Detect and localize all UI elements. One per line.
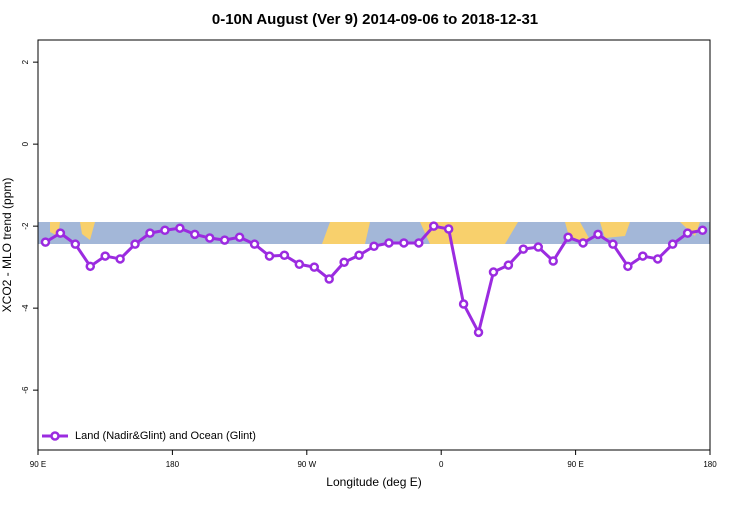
- point: [309, 262, 320, 272]
- point: [339, 257, 349, 267]
- y-tick-label: -6: [21, 386, 30, 394]
- point: [473, 327, 484, 338]
- point: [578, 238, 588, 248]
- point: [623, 261, 633, 272]
- point: [414, 238, 424, 248]
- point: [548, 256, 558, 266]
- point: [697, 225, 708, 235]
- point: [638, 251, 648, 261]
- point: [190, 229, 200, 240]
- point: [399, 238, 409, 248]
- point: [175, 223, 185, 233]
- y-tick-label: -2: [21, 222, 30, 230]
- point: [354, 250, 364, 260]
- point: [55, 228, 66, 238]
- x-tick-label: 90 E: [567, 460, 583, 469]
- point: [130, 239, 140, 249]
- point: [652, 254, 663, 264]
- point: [608, 239, 618, 249]
- x-axis-label: Longitude (deg E): [326, 475, 421, 489]
- point: [443, 224, 454, 234]
- y-tick-label: 2: [21, 59, 30, 64]
- point: [593, 229, 603, 240]
- point: [70, 239, 81, 249]
- point: [160, 225, 170, 235]
- point: [264, 251, 275, 261]
- point: [100, 251, 110, 261]
- point: [682, 228, 693, 238]
- point: [428, 221, 439, 231]
- plot-frame: [37, 39, 711, 451]
- point: [40, 237, 51, 247]
- point: [518, 244, 529, 254]
- point: [458, 299, 469, 309]
- x-tick-label: 0: [439, 460, 444, 469]
- x-tick-label: 180: [703, 460, 717, 469]
- legend-label: Land (Nadir&Glint) and Ocean (Glint): [75, 430, 256, 442]
- point: [324, 274, 334, 284]
- chart-title: 0-10N August (Ver 9) 2014-09-06 to 2018-…: [212, 11, 538, 28]
- x-tick-label: 90 W: [297, 460, 316, 469]
- point: [369, 241, 379, 251]
- point: [85, 261, 96, 272]
- point: [667, 239, 678, 249]
- point: [563, 232, 573, 242]
- y-tick-label: -4: [21, 304, 30, 312]
- y-axis-label: XCO2 - MLO trend (ppm): [0, 178, 14, 313]
- point: [279, 250, 290, 260]
- point: [234, 232, 245, 242]
- point: [145, 228, 155, 238]
- point: [384, 238, 394, 248]
- point: [115, 254, 125, 264]
- point: [219, 235, 230, 245]
- legend-marker: [50, 431, 60, 441]
- x-tick-label: 90 E: [30, 460, 46, 469]
- point: [204, 233, 215, 243]
- point: [249, 239, 260, 249]
- point: [294, 259, 305, 270]
- x-tick-label: 180: [166, 460, 180, 469]
- y-tick-label: 0: [21, 141, 30, 146]
- point: [488, 267, 499, 277]
- point: [533, 242, 544, 252]
- point: [503, 260, 514, 270]
